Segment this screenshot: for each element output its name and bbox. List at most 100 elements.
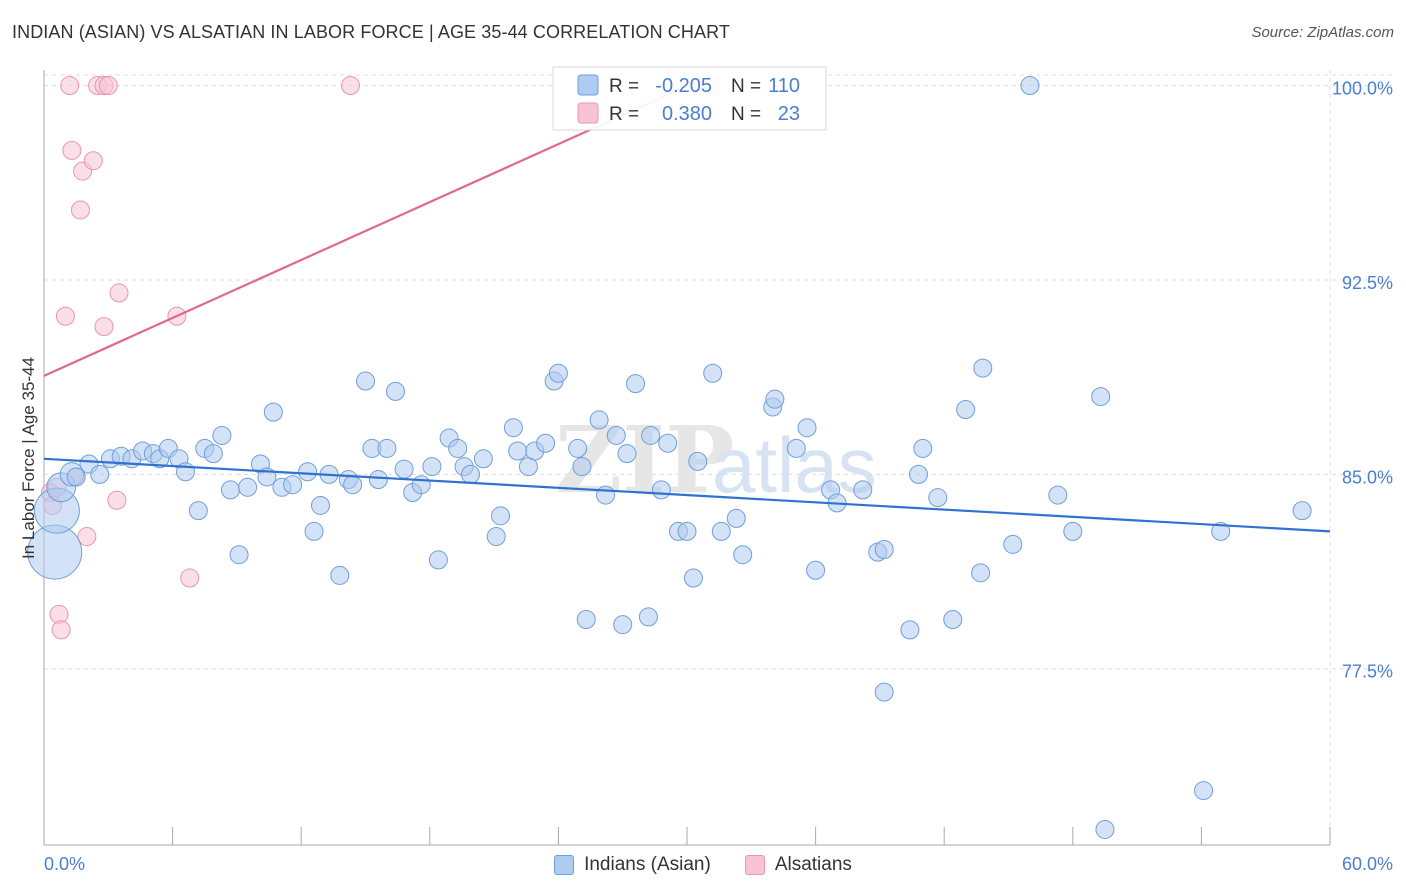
- stats-n-value: 110: [768, 75, 800, 97]
- indians-asian-point: [572, 457, 592, 477]
- indians-asian-point: [1292, 501, 1312, 521]
- indians-asian-point: [1095, 819, 1115, 839]
- indians-asian-point: [1091, 387, 1111, 407]
- alsatians-point: [55, 306, 75, 326]
- indians-asian-point: [651, 480, 671, 500]
- indians-asian-point: [874, 682, 894, 702]
- indians-asian-point: [1063, 521, 1083, 541]
- indians-asian-point: [1211, 521, 1231, 541]
- indians-asian-point: [596, 485, 616, 505]
- bottom-legend: Indians (Asian) Alsatians: [0, 852, 1406, 878]
- indians-asian-point: [956, 400, 976, 420]
- indians-asian-point: [900, 620, 920, 640]
- alsatians-point: [62, 140, 82, 160]
- indians-asian-point: [703, 363, 723, 383]
- indians-asian-point: [304, 521, 324, 541]
- indians-asian-point: [310, 495, 330, 515]
- indians-asian-point: [486, 527, 506, 547]
- legend-item-alsatians[interactable]: Alsatians: [744, 854, 852, 876]
- indians-asian-point: [394, 459, 414, 479]
- indians-asian-point: [786, 438, 806, 458]
- indians-asian-point: [617, 444, 637, 464]
- indians-asian-point: [913, 438, 933, 458]
- alsatians-point: [180, 568, 200, 588]
- indians-asian-point: [658, 433, 678, 453]
- indians-asian-point: [688, 451, 708, 471]
- indians-asian-point: [1194, 781, 1214, 801]
- alsatians-point: [70, 200, 90, 220]
- legend-item-indians-asian[interactable]: Indians (Asian): [554, 854, 711, 876]
- y-tick-label: 100.0%: [1332, 79, 1393, 99]
- indians-asian-point: [733, 545, 753, 565]
- indians-asian-point: [220, 480, 240, 500]
- stats-n-value: 23: [778, 103, 800, 125]
- indians-asian-point: [428, 550, 448, 570]
- axis-layer: [43, 70, 1331, 846]
- indians-asian-point: [576, 609, 596, 629]
- indians-asian-point: [377, 438, 397, 458]
- indians-asian-points: [27, 76, 1312, 839]
- indians-asian-point: [283, 475, 303, 495]
- indians-asian-point: [1020, 76, 1040, 96]
- indians-asian-point: [641, 425, 661, 445]
- indians-asian-point: [330, 565, 350, 585]
- y-tick-label: 77.5%: [1342, 662, 1393, 682]
- indians-asian-point: [548, 363, 568, 383]
- indians-asian-point: [874, 540, 894, 560]
- indians-asian-point: [229, 545, 249, 565]
- stats-swatch: [577, 74, 599, 96]
- stats-n-label: N =: [731, 104, 761, 125]
- indians-asian-point: [711, 521, 731, 541]
- stats-swatch: [577, 102, 599, 124]
- indians-asian-point: [386, 381, 406, 401]
- indians-asian-point: [853, 480, 873, 500]
- stats-r-label: R =: [609, 76, 639, 97]
- alsatians-point: [60, 76, 80, 96]
- stats-n-label: N =: [731, 76, 761, 97]
- indians-asian-point: [461, 464, 481, 484]
- indians-asian-point: [806, 560, 826, 580]
- y-tick-label: 85.0%: [1342, 467, 1393, 487]
- indians-asian-point: [536, 433, 556, 453]
- indians-asian-point: [589, 410, 609, 430]
- indians-asian-point: [638, 607, 658, 627]
- x-tick-label-start: 0.0%: [44, 854, 85, 874]
- indians-asian-point: [683, 568, 703, 588]
- indians-asian-point: [356, 371, 375, 391]
- watermark-atlas: atlas: [712, 421, 877, 509]
- indians-asian-point: [263, 402, 283, 422]
- alsatians-point: [340, 76, 360, 96]
- indians-asian-point: [765, 389, 785, 409]
- tick-labels: 77.5% 85.0% 92.5% 100.0% 0.0% 60.0% In Labor F…: [19, 79, 1393, 874]
- alsatians-point: [98, 76, 118, 96]
- alsatians-point: [94, 317, 114, 337]
- indians-asian-point: [188, 501, 208, 521]
- indians-asian-point: [613, 615, 633, 635]
- indians-asian-point: [1048, 485, 1068, 505]
- indians-asian-point: [238, 477, 258, 497]
- alsatians-point: [109, 283, 129, 303]
- indians-asian-point: [908, 464, 928, 484]
- indians-asian-point: [90, 464, 110, 484]
- alsatians-point: [83, 151, 103, 171]
- indians-asian-point: [368, 470, 388, 490]
- indians-asian-point: [212, 425, 232, 445]
- indians-asian-point: [797, 418, 817, 438]
- indians-asian-point: [568, 438, 588, 458]
- alsatians-point: [107, 490, 127, 510]
- indians-asian-point: [473, 449, 493, 469]
- indians-asian-point: [203, 444, 223, 464]
- stats-r-value: 0.380: [662, 103, 712, 125]
- legend-swatch-blue: [554, 855, 575, 875]
- x-tick-label-end: 60.0%: [1342, 854, 1393, 874]
- chart-title: INDIAN (ASIAN) VS ALSATIAN IN LABOR FORC…: [12, 22, 730, 42]
- source-label: Source: ZipAtlas.com: [1251, 24, 1394, 41]
- y-tick-label: 92.5%: [1342, 273, 1393, 293]
- indians-asian-point: [503, 418, 523, 438]
- indians-asian-point: [677, 521, 697, 541]
- legend-label-indians-asian: Indians (Asian): [584, 854, 711, 875]
- y-axis-title: In Labor Force | Age 35-44: [19, 357, 38, 559]
- stats-r-label: R =: [609, 104, 639, 125]
- alsatians-point: [77, 527, 97, 547]
- indians-asian-point: [626, 374, 646, 394]
